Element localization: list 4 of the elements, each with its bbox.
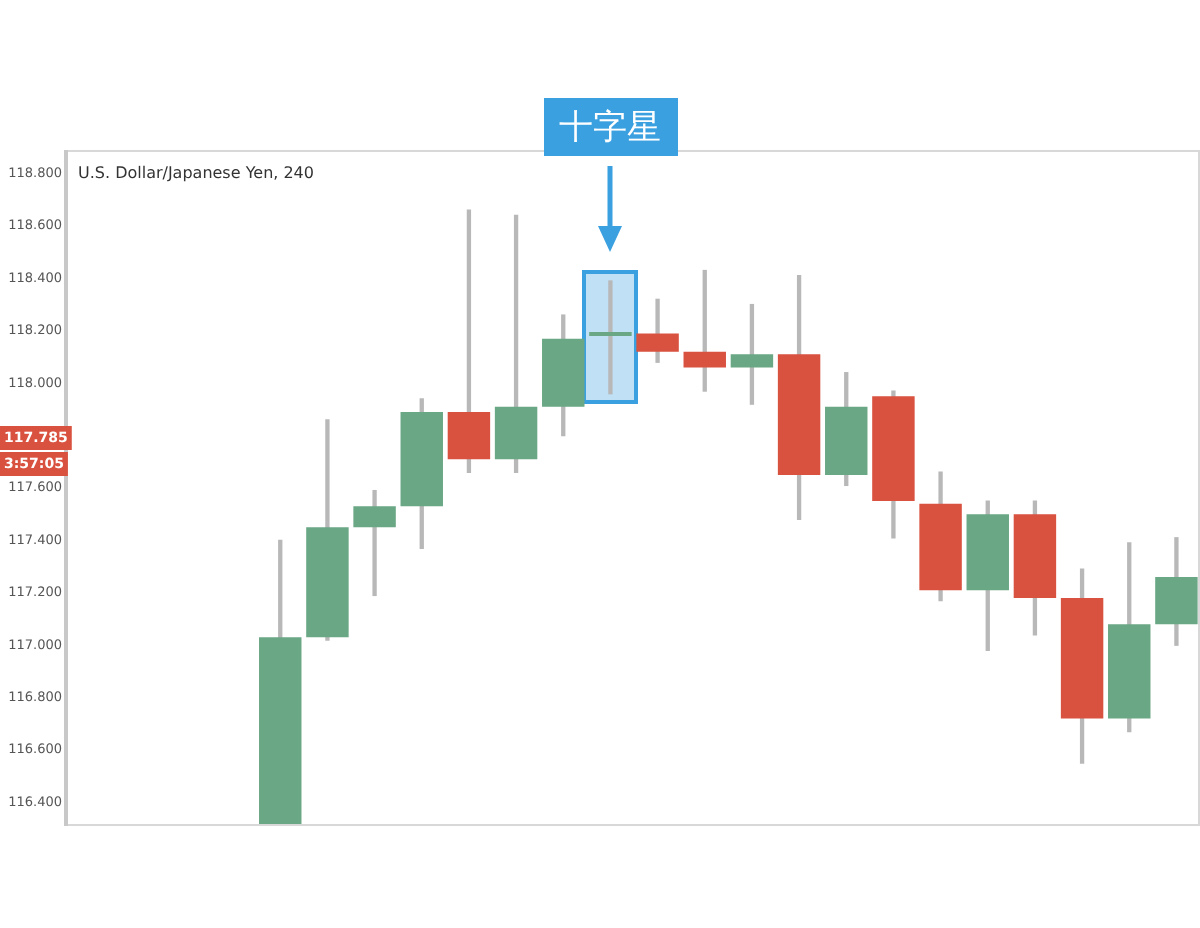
candlestick	[589, 280, 632, 395]
text: 十字星	[543, 97, 678, 155]
text: U.S. Dollar/Japanese Yen, 240	[78, 164, 314, 183]
candlestick	[353, 489, 396, 597]
